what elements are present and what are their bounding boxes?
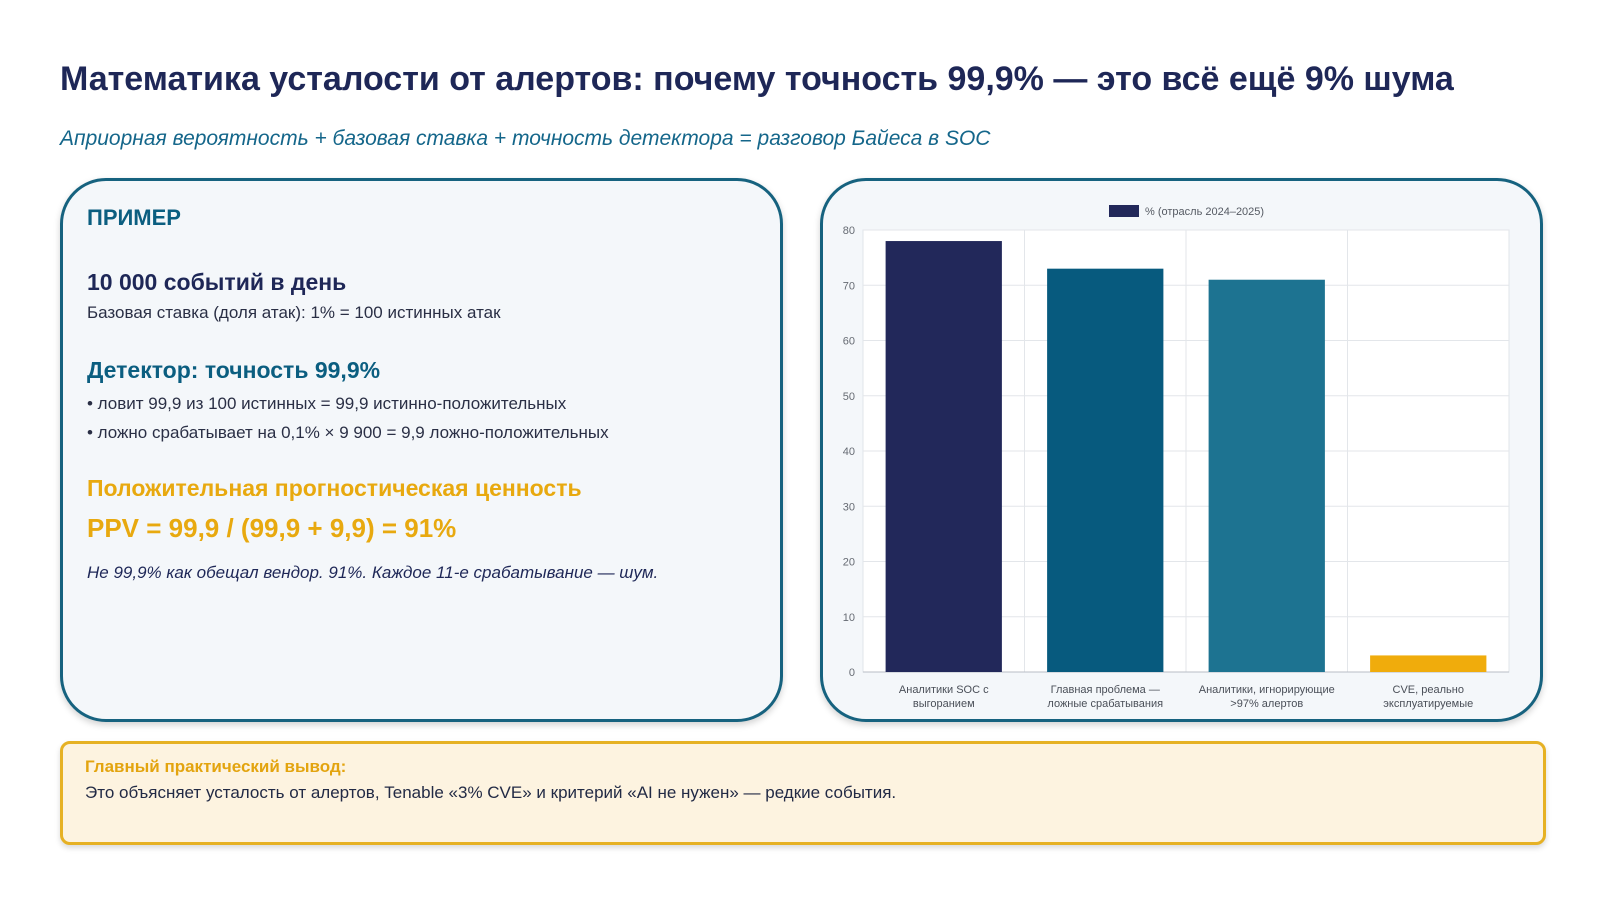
y-tick-label: 80 xyxy=(843,225,855,237)
x-tick-label: CVE, реально эксплуатируемые xyxy=(1383,684,1473,710)
x-tick-label: Аналитики SOC с выгоранием xyxy=(899,684,989,710)
events-heading: 10 000 событий в день xyxy=(87,269,347,295)
example-card: ПРИМЕР 10 000 событий в день Базовая ста… xyxy=(60,178,783,722)
y-tick-label: 40 xyxy=(843,446,855,458)
y-tick-label: 70 xyxy=(843,280,855,292)
takeaway-text: Это объясняет усталость от алертов, Tena… xyxy=(85,783,897,802)
x-tick-label: Главная проблема — ложные срабатывания xyxy=(1047,684,1163,710)
legend-label: % (отрасль 2024–2025) xyxy=(1145,206,1264,218)
slide-subtitle: Априорная вероятность + базовая ставка +… xyxy=(60,127,991,150)
bar xyxy=(1047,268,1164,672)
slide-title: Математика усталости от алертов: почему … xyxy=(60,60,1454,98)
y-tick-label: 30 xyxy=(843,501,855,513)
bar xyxy=(885,241,1002,673)
ppv-formula: PPV = 99,9 / (99,9 + 9,9) = 91% xyxy=(87,513,457,543)
ppv-heading: Положительная прогностическая ценность xyxy=(87,475,582,501)
legend-swatch xyxy=(1109,205,1139,217)
detector-heading: Детектор: точность 99,9% xyxy=(87,357,381,383)
vendor-note: Не 99,9% как обещал вендор. 91%. Каждое … xyxy=(87,563,659,582)
takeaway-title: Главный практический вывод: xyxy=(85,757,347,776)
example-label: ПРИМЕР xyxy=(87,205,181,230)
y-tick-label: 60 xyxy=(843,336,855,348)
false-positives-bullet: • ложно срабатывает на 0,1% × 9 900 = 9,… xyxy=(87,423,609,442)
x-tick-label: Аналитики, игнорирующие >97% алертов xyxy=(1199,684,1335,710)
y-tick-label: 20 xyxy=(843,557,855,569)
chart-card: 0 10 20 30 40 50 60 70 80 Аналитики SOC с выгорани… xyxy=(820,178,1543,722)
takeaway-box: Главный практический вывод: Это объясняе… xyxy=(60,741,1546,845)
bar-chart: 0 10 20 30 40 50 60 70 80 Аналитики SOC с выгорани… xyxy=(843,205,1510,710)
true-positives-bullet: • ловит 99,9 из 100 истинных = 99,9 исти… xyxy=(87,394,567,413)
y-tick-label: 0 xyxy=(849,667,855,679)
y-tick-label: 10 xyxy=(843,612,855,624)
y-tick-label: 50 xyxy=(843,391,855,403)
base-rate-text: Базовая ставка (доля атак): 1% = 100 ист… xyxy=(87,303,501,322)
bar xyxy=(1370,655,1487,672)
bar xyxy=(1208,279,1325,672)
